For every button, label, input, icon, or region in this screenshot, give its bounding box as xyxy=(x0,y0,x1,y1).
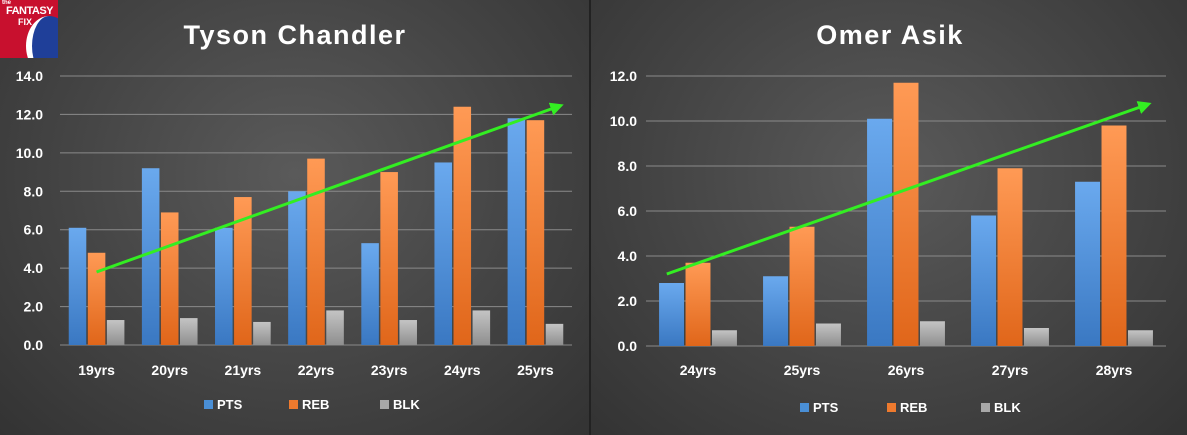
bar-pts-25yrs xyxy=(763,276,789,346)
x-tick-label: 24yrs xyxy=(444,362,481,378)
bar-pts-26yrs xyxy=(867,118,893,346)
y-tick-label: 10.0 xyxy=(610,113,637,129)
bar-reb-23yrs xyxy=(380,172,398,345)
logo-text-fantasy: FANTASY xyxy=(6,5,54,17)
bar-blk-21yrs xyxy=(253,321,271,345)
bar-pts-20yrs xyxy=(141,168,160,345)
fantasy-fix-logo: the FANTASY FIX xyxy=(0,0,58,58)
chart-title: Omer Asik xyxy=(816,20,964,50)
legend-swatch-blk xyxy=(981,403,990,412)
y-tick-label: 12.0 xyxy=(16,106,43,122)
y-tick-label: 4.0 xyxy=(618,248,638,264)
legend-swatch-reb xyxy=(887,403,896,412)
y-tick-label: 2.0 xyxy=(24,299,44,315)
legend-label-reb: REB xyxy=(302,397,329,412)
bar-pts-22yrs xyxy=(288,191,306,345)
x-tick-label: 22yrs xyxy=(298,362,335,378)
bar-reb-27yrs xyxy=(997,168,1023,346)
chart-1: Omer Asik 0.0 2.0 4.0 6.0 8.0 10.0 12.0 24yrs 25y… xyxy=(610,20,1166,415)
bar-blk-27yrs xyxy=(1023,328,1049,346)
bar-blk-26yrs xyxy=(919,321,945,346)
legend-swatch-blk xyxy=(380,400,389,409)
bar-reb-21yrs xyxy=(234,197,252,345)
bar-pts-25yrs xyxy=(507,118,526,346)
logo-text-fix: FIX xyxy=(18,17,33,27)
bar-blk-25yrs xyxy=(545,323,564,345)
y-tick-label: 14.0 xyxy=(16,68,43,84)
bar-pts-24yrs xyxy=(434,162,453,345)
y-tick-label: 6.0 xyxy=(618,203,638,219)
panel-divider xyxy=(589,0,591,435)
bar-blk-24yrs xyxy=(711,330,737,346)
legend-swatch-reb xyxy=(289,400,298,409)
bar-pts-24yrs xyxy=(659,283,685,346)
legend-label-blk: BLK xyxy=(393,397,420,412)
x-tick-label: 25yrs xyxy=(784,362,821,378)
bar-blk-24yrs xyxy=(472,310,491,345)
legend-label-reb: REB xyxy=(900,400,927,415)
y-tick-label: 0.0 xyxy=(618,338,638,354)
logo-text-the: the xyxy=(2,0,11,6)
legend-label-pts: PTS xyxy=(217,397,243,412)
trend-arrow xyxy=(666,101,1152,276)
x-tick-label: 26yrs xyxy=(888,362,925,378)
bar-pts-28yrs xyxy=(1075,181,1101,346)
bar-reb-22yrs xyxy=(307,158,325,345)
bar-blk-19yrs xyxy=(106,320,125,345)
bar-blk-23yrs xyxy=(399,320,417,345)
y-tick-label: 8.0 xyxy=(618,158,638,174)
y-tick-label: 8.0 xyxy=(24,183,44,199)
bar-blk-25yrs xyxy=(815,323,841,346)
y-tick-label: 0.0 xyxy=(24,337,44,353)
y-tick-label: 6.0 xyxy=(24,222,44,238)
chart-title: Tyson Chandler xyxy=(183,20,406,50)
x-tick-label: 21yrs xyxy=(225,362,262,378)
bar-pts-23yrs xyxy=(361,243,379,345)
chart-0: Tyson Chandler 0.0 2.0 4.0 6.0 8.0 10.0 12.0 14.… xyxy=(16,20,572,412)
x-tick-label: 28yrs xyxy=(1096,362,1133,378)
y-tick-label: 2.0 xyxy=(618,293,638,309)
y-tick-label: 12.0 xyxy=(610,68,637,84)
bar-reb-25yrs xyxy=(526,120,545,345)
legend-label-pts: PTS xyxy=(813,400,839,415)
y-tick-label: 4.0 xyxy=(24,260,44,276)
bar-blk-28yrs xyxy=(1127,330,1153,346)
y-tick-label: 10.0 xyxy=(16,145,43,161)
x-tick-label: 19yrs xyxy=(78,362,115,378)
bar-blk-20yrs xyxy=(179,318,198,345)
bar-reb-24yrs xyxy=(685,262,711,346)
trend-arrow xyxy=(96,102,564,274)
legend-label-blk: BLK xyxy=(994,400,1021,415)
bar-reb-20yrs xyxy=(160,212,179,345)
bar-pts-19yrs xyxy=(68,227,87,345)
legend-swatch-pts xyxy=(204,400,213,409)
bar-blk-22yrs xyxy=(326,310,344,345)
legend-swatch-pts xyxy=(800,403,809,412)
bar-reb-24yrs xyxy=(453,106,472,345)
bar-reb-19yrs xyxy=(87,252,106,345)
x-tick-label: 24yrs xyxy=(680,362,717,378)
x-tick-label: 27yrs xyxy=(992,362,1029,378)
bar-pts-21yrs xyxy=(215,227,233,345)
bar-reb-28yrs xyxy=(1101,125,1127,346)
x-tick-label: 23yrs xyxy=(371,362,408,378)
x-tick-label: 20yrs xyxy=(151,362,188,378)
bar-reb-25yrs xyxy=(789,226,815,346)
bar-pts-27yrs xyxy=(971,215,997,346)
bar-reb-26yrs xyxy=(893,82,919,346)
x-tick-label: 25yrs xyxy=(517,362,554,378)
